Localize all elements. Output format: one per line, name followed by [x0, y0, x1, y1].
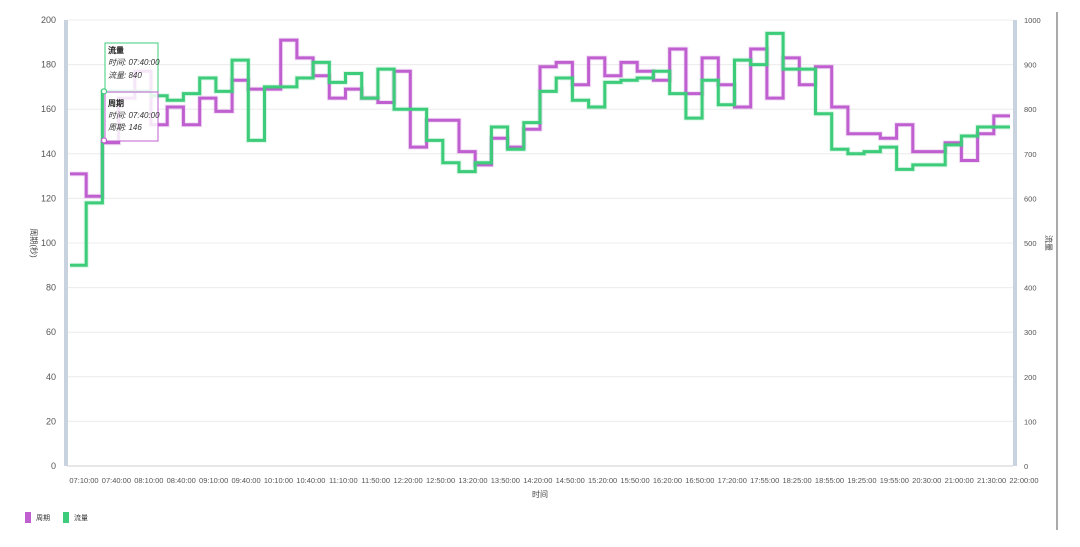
x-tick-label: 13:50:00 [491, 476, 520, 485]
y-tick-right: 200 [1024, 373, 1037, 382]
tooltip-cycle-value: 周期: 146 [108, 123, 142, 132]
x-tick-label: 14:50:00 [556, 476, 585, 485]
legend-label-cycle: 周期 [36, 514, 50, 522]
x-tick-label: 19:25:00 [847, 476, 876, 485]
x-tick-label: 09:10:00 [199, 476, 228, 485]
x-tick-label: 21:30:00 [977, 476, 1006, 485]
y-tick-left: 100 [41, 238, 56, 248]
tooltip-flow-marker [100, 88, 108, 95]
y-tick-left: 180 [41, 60, 56, 70]
y-tick-left: 120 [41, 193, 56, 203]
x-tick-label: 22:00:00 [1009, 476, 1038, 485]
y-tick-left: 80 [46, 283, 56, 293]
y-tick-right: 700 [1024, 150, 1037, 159]
x-tick-label: 19:55:00 [880, 476, 909, 485]
x-tick-label: 11:50:00 [361, 476, 390, 485]
y-axis-title-left: 周期(秒) [29, 228, 39, 258]
y-axis-title-right: 流量 [1044, 235, 1054, 251]
x-tick-label: 16:20:00 [653, 476, 682, 485]
x-tick-label: 21:00:00 [945, 476, 974, 485]
x-tick-label: 11:10:00 [329, 476, 358, 485]
x-tick-label: 12:50:00 [426, 476, 455, 485]
x-tick-label: 10:10:00 [264, 476, 293, 485]
tooltip-flow-time: 时间: 07:40:00 [108, 58, 160, 67]
right-axis-bar [1013, 20, 1017, 466]
y-tick-right: 0 [1024, 462, 1028, 471]
y-tick-right: 400 [1024, 284, 1037, 293]
x-tick-label: 15:50:00 [620, 476, 649, 485]
y-tick-right: 900 [1024, 61, 1037, 70]
x-tick-label: 10:40:00 [296, 476, 325, 485]
x-tick-label: 08:40:00 [167, 476, 196, 485]
x-tick-label: 12:20:00 [394, 476, 423, 485]
legend-swatch-flow[interactable] [63, 512, 69, 523]
x-tick-label: 14:20:00 [523, 476, 552, 485]
x-tick-label: 09:40:00 [231, 476, 260, 485]
y-tick-left: 20 [46, 416, 56, 426]
legend-swatch-cycle[interactable] [25, 512, 31, 523]
series-line-flow[interactable] [70, 31, 1010, 267]
x-tick-label: 17:55:00 [750, 476, 779, 485]
tooltip-flow-value: 流量: 840 [108, 71, 142, 80]
series-layer [70, 30, 1010, 268]
x-tick-label: 13:20:00 [458, 476, 487, 485]
legend-label-flow: 流量 [74, 513, 88, 522]
axis-layer: 0 20 40 60 80 100 120 140 160 180 200 0 100 200 300 400… [29, 12, 1058, 530]
y-tick-right: 300 [1024, 328, 1037, 337]
y-tick-right: 100 [1024, 417, 1037, 426]
y-tick-left: 40 [46, 372, 56, 382]
x-tick-label: 18:55:00 [815, 476, 844, 485]
y-tick-left: 0 [51, 461, 56, 471]
tooltip-cycle-marker [100, 137, 108, 144]
x-tick-label: 07:10:00 [69, 476, 98, 485]
y-tick-right: 600 [1024, 194, 1037, 203]
x-axis-title: 时间 [532, 489, 548, 499]
x-tick-label: 17:20:00 [718, 476, 747, 485]
tooltip-cycle-box [104, 91, 159, 142]
y-tick-left: 200 [41, 15, 56, 25]
x-tick-label: 07:40:00 [102, 476, 131, 485]
tooltip-flow-title: 流量 [108, 45, 124, 55]
y-tick-right: 800 [1024, 105, 1037, 114]
left-axis-bar [64, 20, 68, 466]
tooltip-cycle-title: 周期 [108, 98, 124, 108]
tooltip-cycle-time: 时间: 07:40:00 [108, 111, 160, 120]
y-tick-left: 60 [46, 327, 56, 337]
x-tick-label: 15:20:00 [588, 476, 617, 485]
x-tick-label: 20:30:00 [912, 476, 941, 485]
x-tick-label: 16:50:00 [685, 476, 714, 485]
legend-layer: 周期 流量 [25, 512, 88, 523]
y-tick-right: 1000 [1024, 16, 1041, 25]
x-tick-label: 08:10:00 [134, 476, 163, 485]
y-tick-left: 160 [41, 104, 56, 114]
x-tick-label: 18:25:00 [783, 476, 812, 485]
y-tick-right: 500 [1024, 239, 1037, 248]
tooltip-flow-box [104, 42, 159, 93]
y-tick-left: 140 [41, 149, 56, 159]
